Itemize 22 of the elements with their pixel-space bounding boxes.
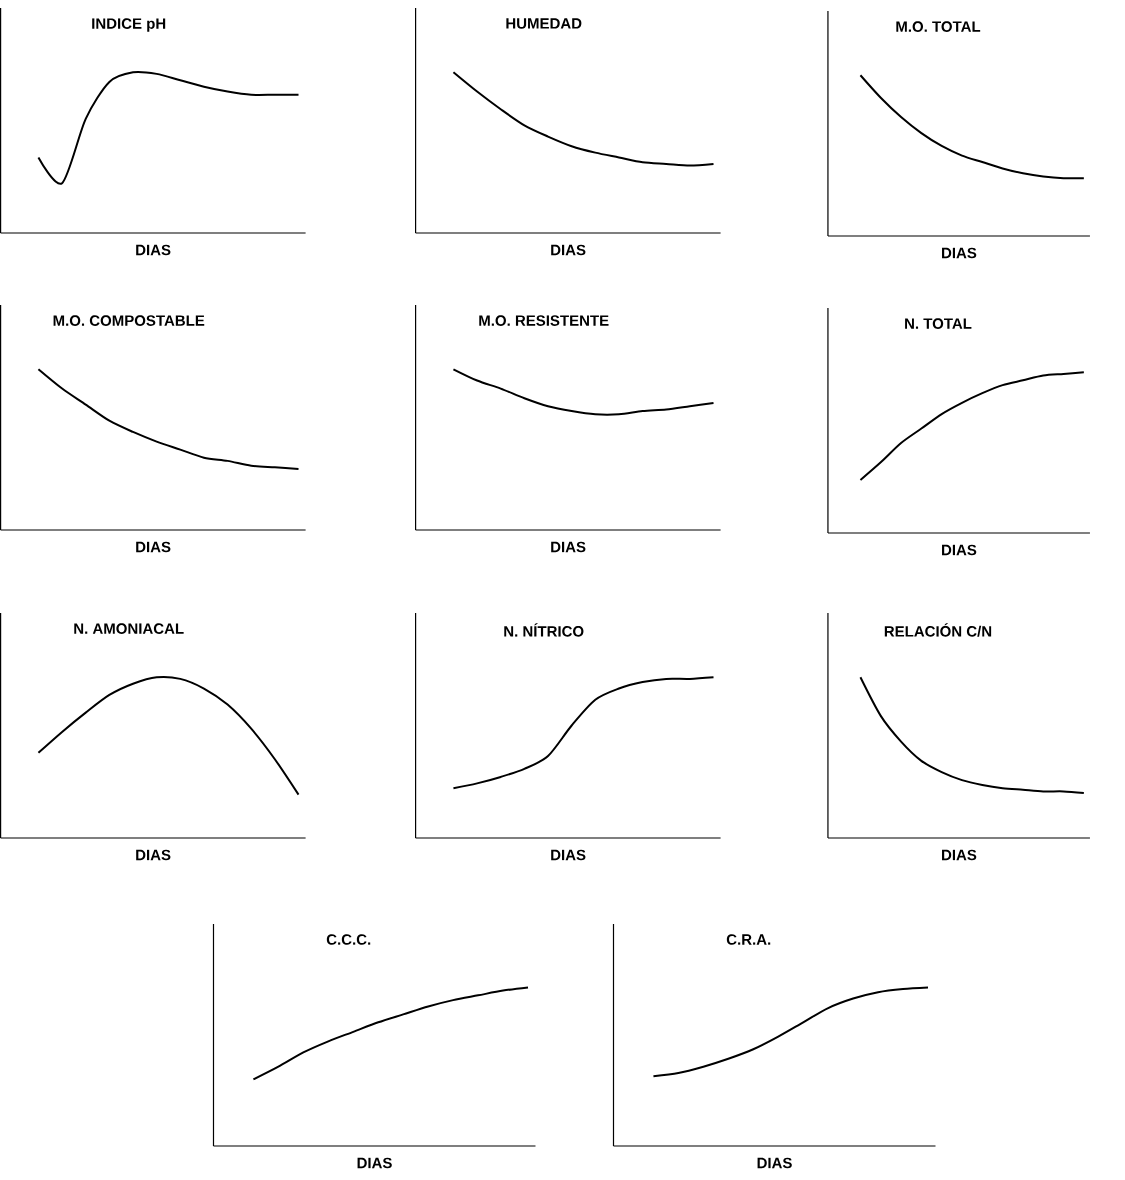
chart-title: C.C.C. [326, 934, 370, 945]
x-axis-title: DIAS [550, 541, 586, 553]
chart-title: M.O. TOTAL [896, 21, 980, 32]
x-axis-title: DIAS [550, 244, 586, 256]
chart-title: RELACIÓN C/N [884, 623, 991, 637]
x-axis-title: DIAS [357, 1157, 392, 1169]
x-axis-title: DIAS [135, 541, 171, 553]
x-axis-title: DIAS [941, 849, 977, 861]
x-axis-title: DIAS [135, 849, 171, 861]
x-axis-title: DIAS [135, 244, 171, 256]
chart-title: M.O. RESISTENTE [479, 315, 609, 326]
chart-title: M.O. COMPOSTABLE [53, 315, 205, 326]
x-axis-title: DIAS [941, 544, 977, 556]
chart-title: HUMEDAD [506, 18, 582, 29]
x-axis-title: DIAS [757, 1157, 792, 1169]
chart-title: N. TOTAL [904, 318, 972, 329]
x-axis-title: DIAS [550, 849, 586, 861]
chart-title: N. AMONIACAL [74, 623, 184, 634]
chart-title: C.R.A. [726, 934, 770, 945]
chart-title: INDICE pH [92, 18, 165, 32]
chart-title: N. NÍTRICO [504, 623, 584, 637]
x-axis-title: DIAS [941, 247, 977, 259]
